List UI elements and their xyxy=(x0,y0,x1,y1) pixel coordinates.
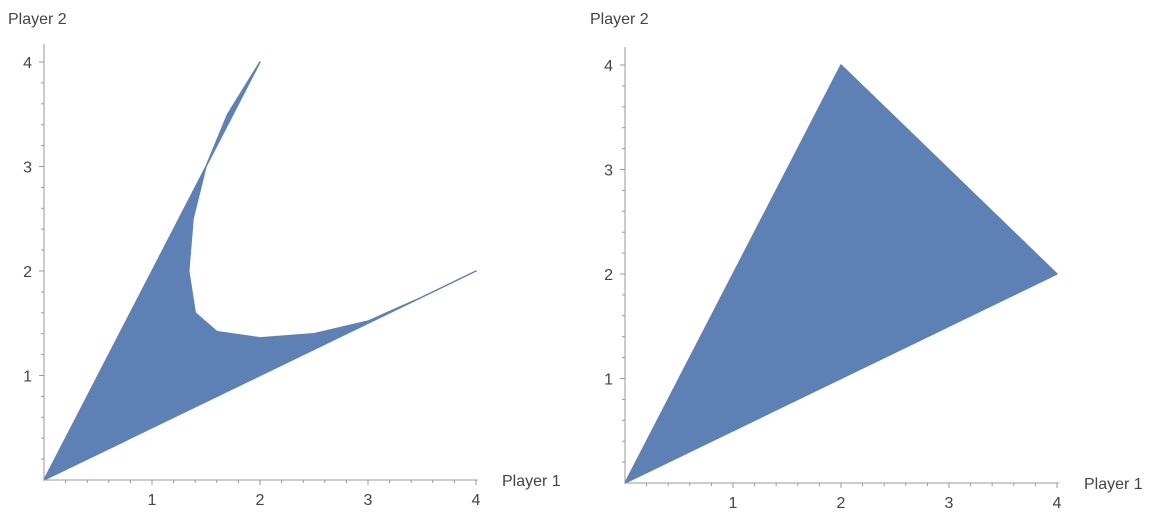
plot-area: 1 2 3 4 1 2 3 4 xyxy=(604,47,1062,512)
x-tick-label: 2 xyxy=(837,495,846,512)
y-tick-label: 2 xyxy=(604,267,613,284)
x-axis-label: Player 1 xyxy=(1084,476,1143,493)
feasible-region xyxy=(624,64,1058,484)
y-tick-label: 4 xyxy=(604,58,613,75)
x-tick-label: 4 xyxy=(472,492,481,509)
x-tick-label: 3 xyxy=(364,492,373,509)
y-tick-label: 3 xyxy=(604,163,613,180)
x-tick-label: 1 xyxy=(729,495,738,512)
y-axis-label: Player 2 xyxy=(8,11,67,28)
x-axis-label: Player 1 xyxy=(502,473,561,490)
x-tick-label: 3 xyxy=(945,495,954,512)
x-tick-label: 4 xyxy=(1053,495,1062,512)
y-axis-label: Player 2 xyxy=(590,11,649,28)
x-tick-label: 2 xyxy=(256,492,265,509)
y-tick-label: 2 xyxy=(23,264,32,281)
y-tick-label: 1 xyxy=(23,369,32,386)
plot-area: 1 2 3 4 1 2 3 4 xyxy=(23,44,481,509)
y-tick-label: 1 xyxy=(604,372,613,389)
feasible-region xyxy=(43,61,477,481)
x-tick-label: 1 xyxy=(148,492,157,509)
y-tick-label: 3 xyxy=(23,160,32,177)
y-tick-label: 4 xyxy=(23,55,32,72)
